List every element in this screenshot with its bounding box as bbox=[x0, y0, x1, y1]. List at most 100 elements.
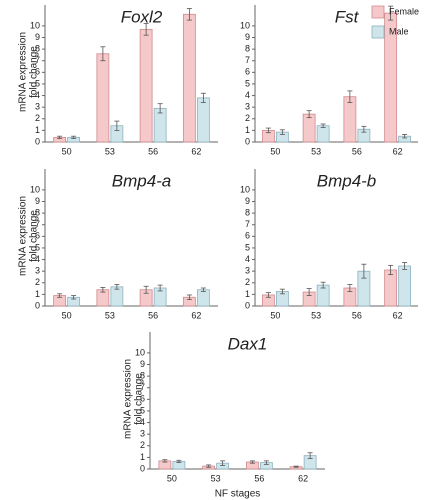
y-tick-label: 8 bbox=[35, 43, 40, 53]
y-tick-label: 6 bbox=[35, 67, 40, 77]
x-tick-label: 62 bbox=[191, 146, 201, 156]
x-tick-label: 62 bbox=[191, 310, 201, 320]
y-tick-label: 0 bbox=[35, 300, 40, 310]
legend-swatch bbox=[371, 25, 385, 39]
x-tick-label: 62 bbox=[393, 146, 403, 156]
y-tick-label: 6 bbox=[35, 231, 40, 241]
y-tick-label: 7 bbox=[35, 55, 40, 65]
y-tick-label: 8 bbox=[245, 207, 250, 217]
x-tick-label: 62 bbox=[393, 310, 403, 320]
x-axis-label: NF stages bbox=[215, 489, 261, 500]
y-tick-label: 9 bbox=[35, 196, 40, 206]
y-tick-label: 0 bbox=[245, 300, 250, 310]
y-tick-label: 2 bbox=[35, 277, 40, 287]
title: Bmp4-b bbox=[317, 171, 377, 190]
y-tick-label: 8 bbox=[140, 370, 145, 380]
y-tick-label: 10 bbox=[30, 184, 40, 194]
y-axis-label: mRNA expression bbox=[123, 359, 134, 439]
y-tick-label: 0 bbox=[140, 463, 145, 473]
x-tick-label: 56 bbox=[148, 146, 158, 156]
y-tick-label: 5 bbox=[35, 78, 40, 88]
y-tick-label: 2 bbox=[35, 113, 40, 123]
title: Dax1 bbox=[228, 334, 268, 353]
y-tick-label: 7 bbox=[35, 219, 40, 229]
y-tick-label: 10 bbox=[240, 20, 250, 30]
y-axis-label: fold change bbox=[29, 210, 40, 262]
x-tick-label: 50 bbox=[167, 473, 177, 483]
x-tick-label: 53 bbox=[311, 146, 321, 156]
x-tick-label: 56 bbox=[352, 146, 362, 156]
y-tick-label: 2 bbox=[245, 113, 250, 123]
y-tick-label: 6 bbox=[245, 67, 250, 77]
y-axis-label: mRNA expression bbox=[18, 196, 29, 276]
bar bbox=[153, 107, 167, 143]
title: Fst bbox=[335, 7, 360, 26]
y-tick-label: 1 bbox=[245, 289, 250, 299]
y-tick-label: 1 bbox=[35, 125, 40, 135]
y-axis-label: mRNA expression bbox=[18, 32, 29, 112]
bar bbox=[398, 265, 412, 307]
y-tick-label: 5 bbox=[140, 405, 145, 415]
y-tick-label: 10 bbox=[240, 184, 250, 194]
y-tick-label: 8 bbox=[35, 207, 40, 217]
bar bbox=[384, 269, 398, 307]
bar bbox=[139, 28, 153, 143]
y-tick-label: 1 bbox=[35, 289, 40, 299]
y-axis-label: fold change bbox=[29, 46, 40, 98]
y-tick-label: 7 bbox=[245, 219, 250, 229]
y-tick-label: 1 bbox=[245, 125, 250, 135]
x-tick-label: 62 bbox=[298, 473, 308, 483]
y-tick-label: 9 bbox=[35, 32, 40, 42]
y-tick-label: 7 bbox=[245, 55, 250, 65]
y-tick-label: 3 bbox=[35, 102, 40, 112]
y-tick-label: 3 bbox=[140, 429, 145, 439]
y-tick-label: 1 bbox=[140, 452, 145, 462]
bar bbox=[343, 96, 357, 143]
x-tick-label: 50 bbox=[62, 310, 72, 320]
y-tick-label: 2 bbox=[140, 440, 145, 450]
y-tick-label: 0 bbox=[245, 136, 250, 146]
y-axis-label: fold change bbox=[134, 373, 145, 425]
y-tick-label: 2 bbox=[245, 277, 250, 287]
bar bbox=[316, 125, 330, 143]
y-tick-label: 4 bbox=[35, 90, 40, 100]
y-tick-label: 4 bbox=[140, 417, 145, 427]
y-tick-label: 10 bbox=[135, 347, 145, 357]
y-tick-label: 4 bbox=[35, 254, 40, 264]
legend-swatch bbox=[371, 5, 385, 19]
y-tick-label: 5 bbox=[35, 242, 40, 252]
bar bbox=[182, 13, 196, 143]
y-tick-label: 7 bbox=[140, 382, 145, 392]
y-tick-label: 3 bbox=[35, 266, 40, 276]
legend-label: Female bbox=[389, 6, 419, 16]
x-tick-label: 53 bbox=[105, 310, 115, 320]
legend-label: Male bbox=[389, 26, 409, 36]
y-tick-label: 6 bbox=[245, 231, 250, 241]
x-tick-label: 50 bbox=[270, 146, 280, 156]
y-tick-label: 3 bbox=[245, 102, 250, 112]
x-tick-label: 53 bbox=[311, 310, 321, 320]
x-tick-label: 50 bbox=[270, 310, 280, 320]
y-tick-label: 5 bbox=[245, 242, 250, 252]
x-tick-label: 56 bbox=[148, 310, 158, 320]
y-tick-label: 5 bbox=[245, 78, 250, 88]
y-tick-label: 4 bbox=[245, 254, 250, 264]
y-tick-label: 6 bbox=[140, 394, 145, 404]
y-tick-label: 9 bbox=[245, 196, 250, 206]
y-tick-label: 3 bbox=[245, 266, 250, 276]
title: Foxl2 bbox=[121, 7, 163, 26]
x-tick-label: 56 bbox=[352, 310, 362, 320]
x-tick-label: 56 bbox=[254, 473, 264, 483]
title: Bmp4-a bbox=[112, 171, 172, 190]
y-tick-label: 4 bbox=[245, 90, 250, 100]
y-tick-label: 0 bbox=[35, 136, 40, 146]
bar bbox=[96, 53, 110, 143]
y-tick-label: 10 bbox=[30, 20, 40, 30]
y-tick-label: 8 bbox=[245, 43, 250, 53]
x-tick-label: 50 bbox=[62, 146, 72, 156]
bar bbox=[110, 286, 124, 307]
bar bbox=[196, 97, 210, 143]
bar bbox=[302, 113, 316, 143]
x-tick-label: 53 bbox=[211, 473, 221, 483]
